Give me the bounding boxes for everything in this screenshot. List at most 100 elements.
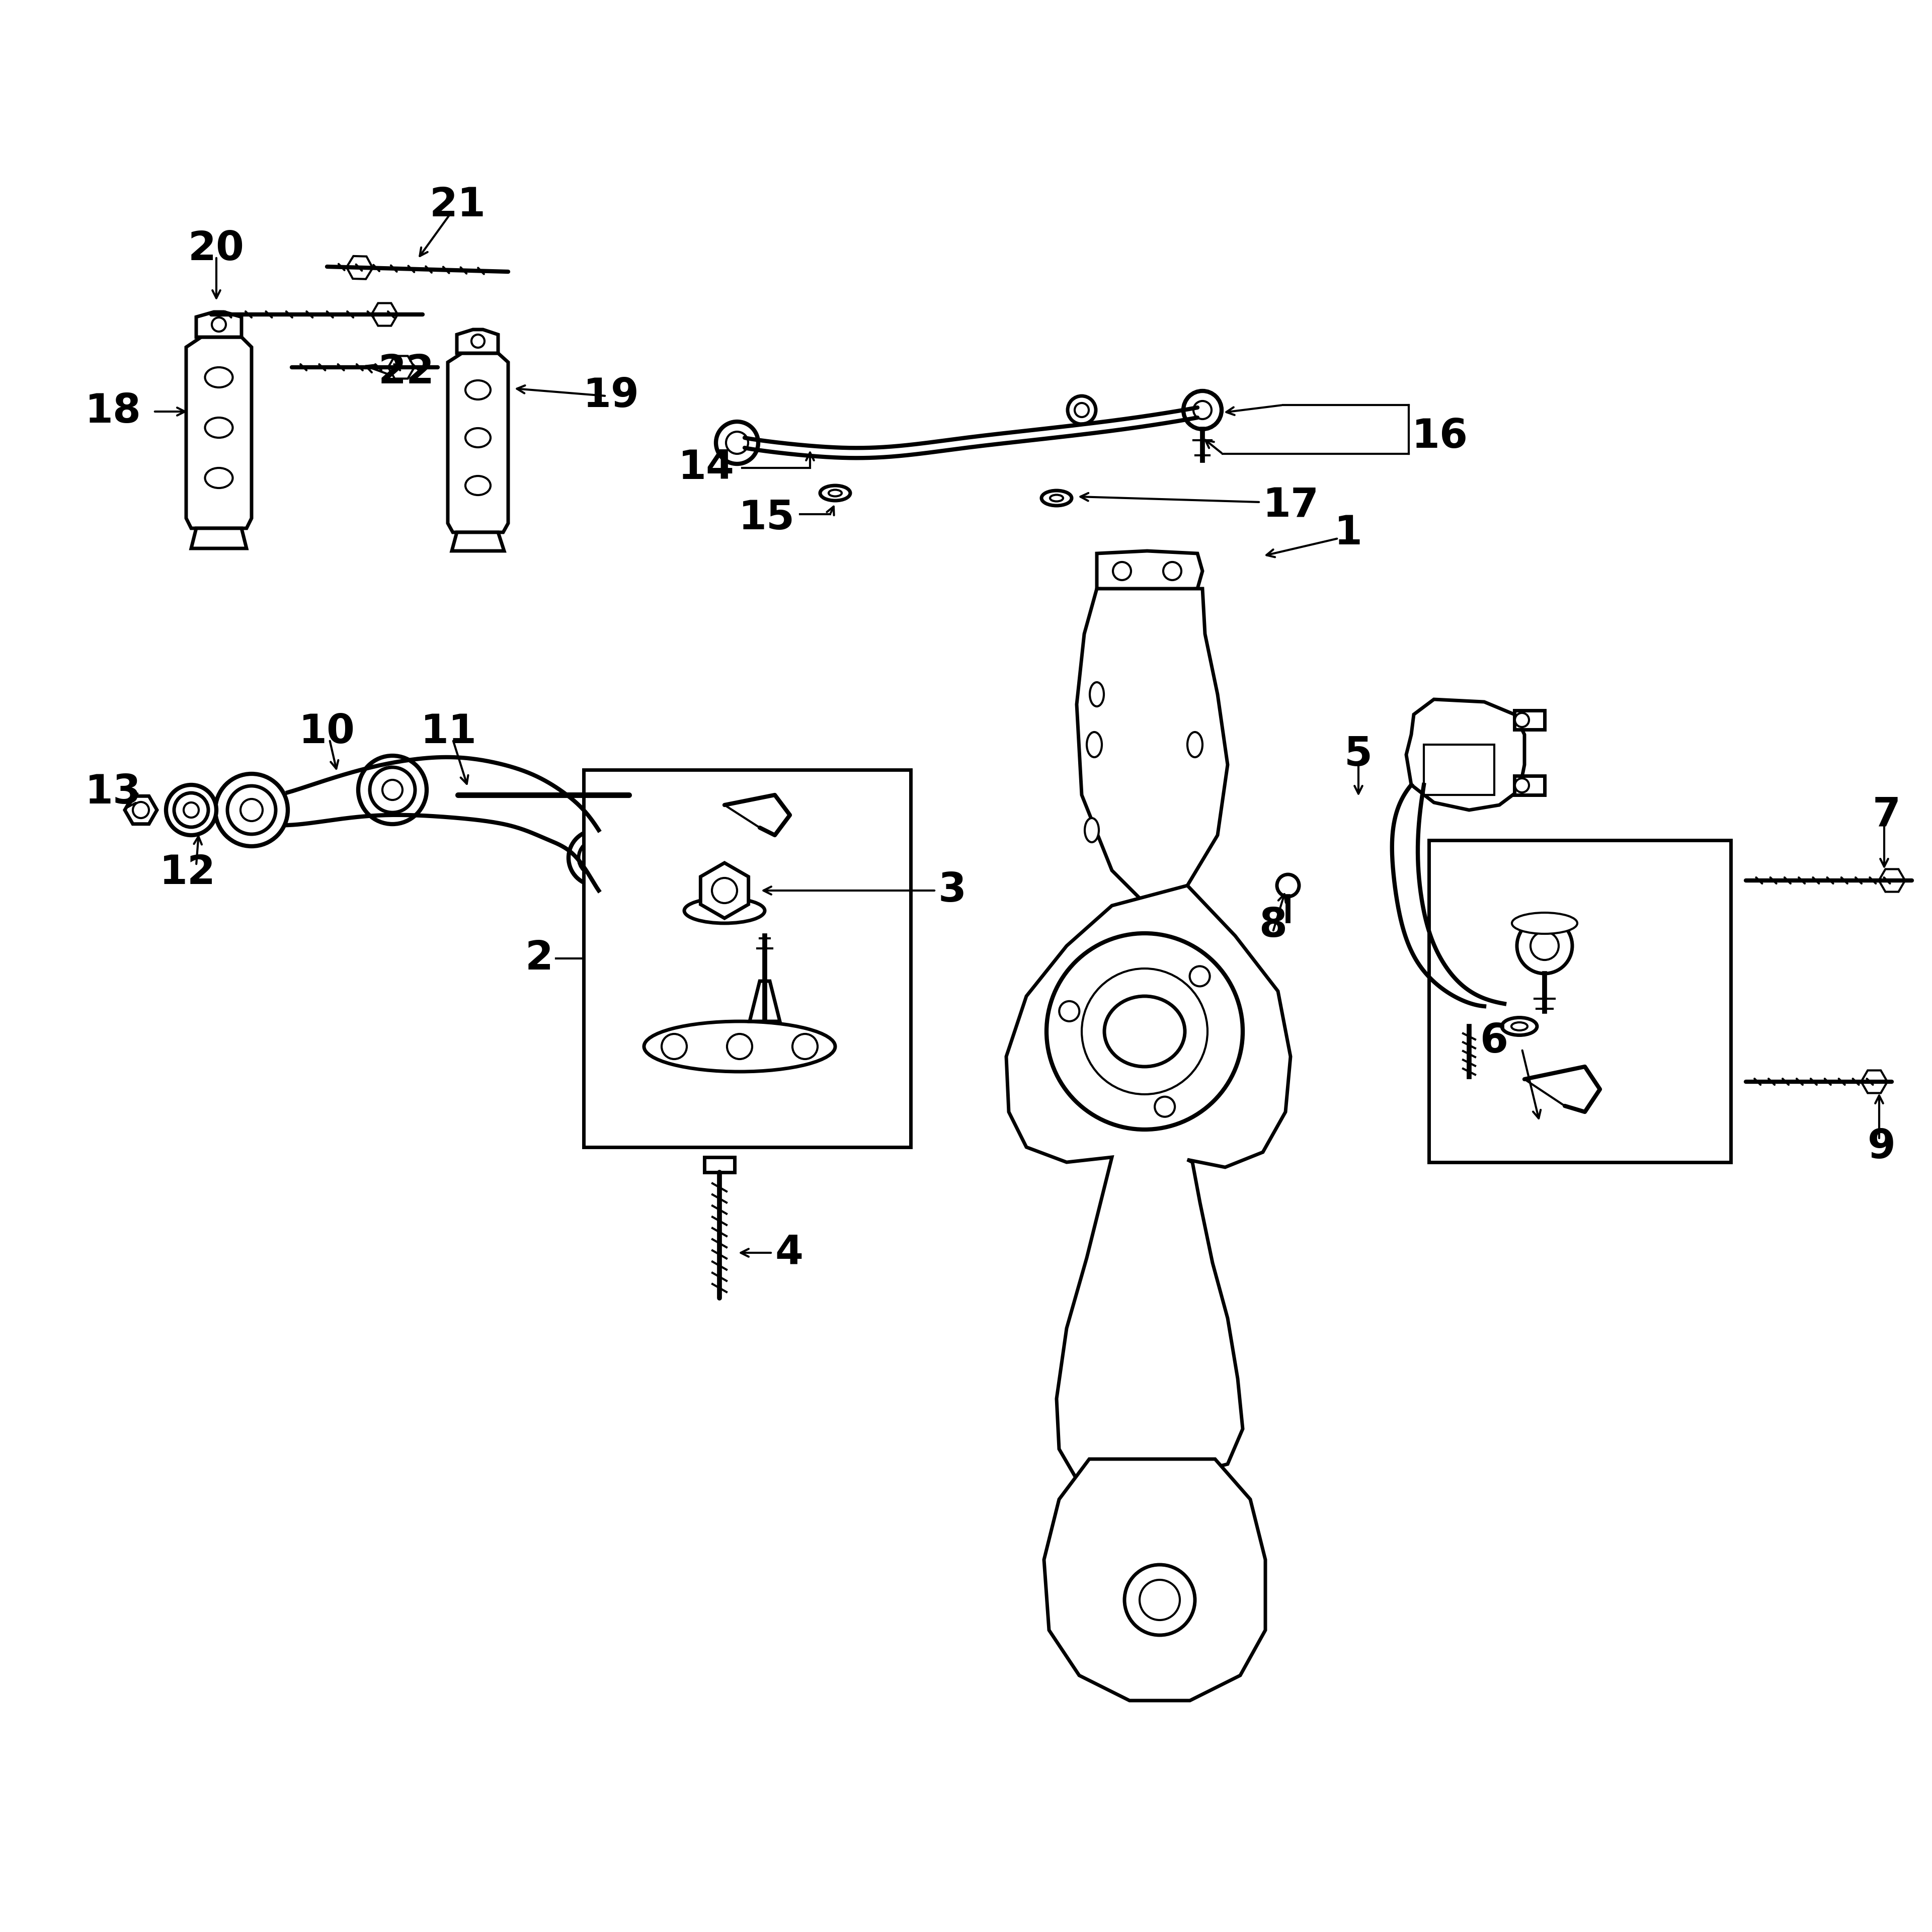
Circle shape bbox=[1155, 1097, 1175, 1117]
Ellipse shape bbox=[1513, 912, 1577, 933]
Ellipse shape bbox=[1086, 732, 1101, 757]
Circle shape bbox=[240, 800, 263, 821]
Circle shape bbox=[228, 786, 276, 835]
Circle shape bbox=[587, 850, 605, 866]
Text: 22: 22 bbox=[379, 354, 435, 392]
Polygon shape bbox=[197, 311, 242, 336]
Text: 11: 11 bbox=[421, 713, 477, 752]
Text: 8: 8 bbox=[1260, 906, 1287, 945]
Text: 20: 20 bbox=[187, 230, 245, 269]
Ellipse shape bbox=[205, 468, 232, 489]
Polygon shape bbox=[346, 257, 373, 278]
Bar bbox=[1515, 777, 1544, 794]
Ellipse shape bbox=[1105, 997, 1184, 1066]
Circle shape bbox=[1457, 991, 1482, 1016]
Circle shape bbox=[369, 767, 415, 813]
Ellipse shape bbox=[829, 491, 842, 497]
Ellipse shape bbox=[819, 485, 850, 500]
Circle shape bbox=[1113, 562, 1130, 580]
Circle shape bbox=[1190, 966, 1209, 987]
Text: 21: 21 bbox=[429, 185, 487, 224]
Ellipse shape bbox=[466, 381, 491, 400]
Circle shape bbox=[1124, 1565, 1194, 1634]
Text: 15: 15 bbox=[738, 498, 794, 537]
Text: 1: 1 bbox=[1335, 514, 1362, 553]
Ellipse shape bbox=[1090, 682, 1103, 707]
Polygon shape bbox=[1406, 699, 1524, 810]
Polygon shape bbox=[1861, 1070, 1888, 1094]
Polygon shape bbox=[452, 533, 504, 551]
Text: 16: 16 bbox=[1412, 417, 1468, 456]
Text: 13: 13 bbox=[85, 773, 141, 811]
Circle shape bbox=[1277, 875, 1298, 896]
Polygon shape bbox=[705, 1157, 734, 1173]
Circle shape bbox=[659, 867, 680, 889]
Ellipse shape bbox=[1084, 817, 1099, 842]
Circle shape bbox=[471, 334, 485, 348]
Bar bbox=[1424, 744, 1493, 794]
Text: 7: 7 bbox=[1872, 796, 1901, 835]
Text: 2: 2 bbox=[526, 939, 553, 978]
Circle shape bbox=[214, 775, 288, 846]
Polygon shape bbox=[701, 864, 748, 918]
Circle shape bbox=[1068, 396, 1095, 425]
Polygon shape bbox=[456, 330, 498, 354]
Text: 9: 9 bbox=[1868, 1128, 1895, 1167]
Polygon shape bbox=[185, 336, 251, 527]
Text: 4: 4 bbox=[775, 1233, 804, 1273]
Circle shape bbox=[1515, 779, 1528, 792]
Text: 10: 10 bbox=[299, 713, 355, 752]
Circle shape bbox=[174, 792, 209, 827]
Circle shape bbox=[357, 755, 427, 825]
Circle shape bbox=[1530, 931, 1559, 960]
Ellipse shape bbox=[1501, 1018, 1538, 1036]
Text: 5: 5 bbox=[1345, 734, 1372, 775]
Circle shape bbox=[133, 802, 149, 817]
Circle shape bbox=[213, 317, 226, 332]
Circle shape bbox=[1194, 402, 1211, 419]
Circle shape bbox=[1182, 390, 1221, 429]
Ellipse shape bbox=[466, 475, 491, 495]
Circle shape bbox=[726, 431, 748, 454]
Circle shape bbox=[717, 421, 757, 464]
Ellipse shape bbox=[684, 898, 765, 923]
Text: 14: 14 bbox=[678, 448, 734, 487]
Circle shape bbox=[649, 860, 688, 896]
Circle shape bbox=[661, 1034, 686, 1059]
Circle shape bbox=[1447, 981, 1492, 1026]
Text: 17: 17 bbox=[1264, 487, 1320, 526]
Ellipse shape bbox=[1511, 1022, 1528, 1030]
Polygon shape bbox=[1043, 1459, 1265, 1700]
Circle shape bbox=[1140, 1580, 1180, 1621]
Circle shape bbox=[184, 802, 199, 817]
Text: 12: 12 bbox=[160, 854, 216, 893]
Polygon shape bbox=[126, 796, 156, 823]
Ellipse shape bbox=[1188, 732, 1202, 757]
Circle shape bbox=[1515, 713, 1528, 726]
Circle shape bbox=[711, 877, 738, 902]
Text: 3: 3 bbox=[939, 871, 966, 910]
Text: 19: 19 bbox=[583, 377, 639, 415]
Ellipse shape bbox=[205, 367, 232, 388]
Circle shape bbox=[726, 1034, 752, 1059]
Circle shape bbox=[1082, 968, 1208, 1094]
Circle shape bbox=[1059, 1001, 1080, 1022]
Ellipse shape bbox=[1041, 491, 1072, 506]
Bar bbox=[583, 769, 910, 1148]
Text: 6: 6 bbox=[1480, 1022, 1509, 1061]
Ellipse shape bbox=[643, 1022, 835, 1072]
Polygon shape bbox=[1076, 589, 1227, 906]
Bar bbox=[1430, 840, 1731, 1163]
Circle shape bbox=[578, 840, 614, 875]
Circle shape bbox=[1517, 918, 1573, 974]
Circle shape bbox=[166, 784, 216, 835]
Bar bbox=[1515, 711, 1544, 730]
Polygon shape bbox=[371, 303, 398, 327]
Polygon shape bbox=[448, 354, 508, 533]
Circle shape bbox=[1163, 562, 1180, 580]
Polygon shape bbox=[1097, 551, 1202, 591]
Polygon shape bbox=[388, 355, 413, 379]
Polygon shape bbox=[1878, 869, 1905, 893]
Bar bbox=[641, 850, 697, 906]
Ellipse shape bbox=[205, 417, 232, 439]
